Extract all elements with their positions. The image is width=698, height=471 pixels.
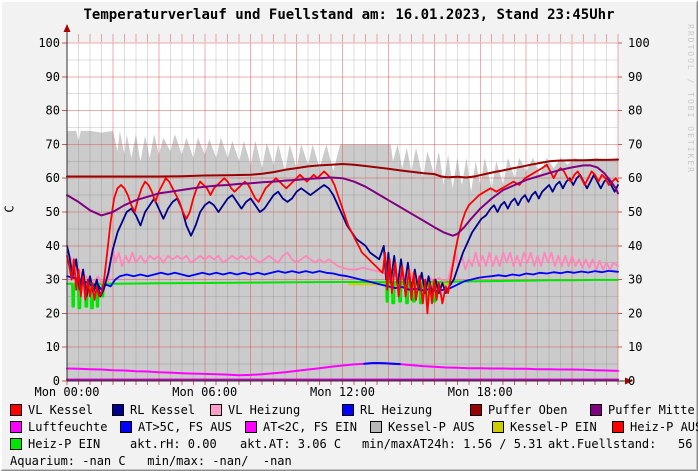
x-axis-arrow xyxy=(625,377,633,385)
y-tick-label-left-100: 100 xyxy=(38,36,60,50)
legend-label: VL Kessel xyxy=(28,403,94,417)
legend-color-swatch xyxy=(492,421,504,433)
y-tick-label-left-50: 50 xyxy=(46,205,60,219)
x-tick-label-1: Mon 06:00 xyxy=(172,385,237,399)
legend-item-luftfeuchte: Luftfeuchte xyxy=(10,420,107,434)
legend-color-swatch xyxy=(245,421,257,433)
y-tick-label-right-40: 40 xyxy=(628,239,642,253)
legend-color-swatch xyxy=(370,421,382,433)
y-tick-label-right-80: 80 xyxy=(628,104,642,118)
legend-label: Heiz-P AUS xyxy=(630,420,698,434)
legend-color-swatch xyxy=(342,404,354,416)
graph-title: Temperaturverlauf und Fuellstand am: 16.… xyxy=(83,7,615,23)
y-tick-label-left-40: 40 xyxy=(46,239,60,253)
y-tick-label-right-0: 0 xyxy=(628,374,635,388)
y-tick-label-left-80: 80 xyxy=(46,104,60,118)
y-tick-label-right-30: 30 xyxy=(628,273,642,287)
legend-item-kessel-p-aus: Kessel-P AUS xyxy=(370,420,475,434)
y-axis-arrow xyxy=(63,24,71,32)
x-tick-label-2: Mon 12:00 xyxy=(310,385,375,399)
legend-item-min-maxat24h: min/maxAT24h: 1.56 / 5.31 xyxy=(362,437,543,451)
y-tick-label-right-70: 70 xyxy=(628,137,642,151)
series-rl-heizung xyxy=(66,269,619,293)
legend-item-rl-kessel: RL Kessel xyxy=(112,403,195,417)
y-tick-label-left-90: 90 xyxy=(46,70,60,84)
legend-item-kessel-p-ein: Kessel-P EIN xyxy=(492,420,597,434)
legend-label: akt.rH: 0.00 xyxy=(130,437,217,451)
y-tick-label-left-20: 20 xyxy=(46,306,60,320)
y-tick-label-left-0: 0 xyxy=(53,374,60,388)
legend-color-swatch xyxy=(10,421,22,433)
legend-item-akt-at: akt.AT: 3.06 C xyxy=(240,437,341,451)
legend-item-at-5c-fs-aus: AT>5C, FS AUS xyxy=(120,420,232,434)
legend-item-heiz-p-aus: Heiz-P AUS xyxy=(612,420,698,434)
legend-color-swatch xyxy=(112,404,124,416)
legend-label: AT>5C, FS AUS xyxy=(138,420,232,434)
series-vl-heizung xyxy=(66,244,619,284)
y-tick-label-right-100: 100 xyxy=(628,36,650,50)
y-tick-label-right-10: 10 xyxy=(628,340,642,354)
y-tick-label-left-10: 10 xyxy=(46,340,60,354)
legend-color-swatch xyxy=(590,404,602,416)
legend-color-swatch xyxy=(120,421,132,433)
legend-item-vl-kessel: VL Kessel xyxy=(10,403,93,417)
legend-item-vl-heizung: VL Heizung xyxy=(210,403,300,417)
y-tick-label-right-50: 50 xyxy=(628,205,642,219)
series-puffer-mitte xyxy=(66,164,619,237)
y-tick-label-right-20: 20 xyxy=(628,306,642,320)
legend-item-akt-rh: akt.rH: 0.00 xyxy=(130,437,217,451)
legend-item-akt-fuellstand: akt.Fuellstand: 56 xyxy=(548,437,693,451)
legend-label: VL Heizung xyxy=(228,403,301,417)
series-puffer-oben xyxy=(66,158,619,179)
x-tick-label-3: Mon 18:00 xyxy=(448,385,513,399)
series-at-5c-fs-aus xyxy=(363,362,401,366)
legend-label: Luftfeuchte xyxy=(28,420,108,434)
series-vl-kessel xyxy=(66,163,619,315)
legend-item-puffer-mitte: Puffer Mitte xyxy=(590,403,695,417)
x-tick-label-0: Mon 00:00 xyxy=(34,385,99,399)
series-at-2c-fs-ein-aussentemperatur xyxy=(66,362,619,377)
legend-label: Puffer Mitte xyxy=(608,403,695,417)
series-rl-kessel xyxy=(66,173,619,298)
y-tick-label-right-60: 60 xyxy=(628,171,642,185)
legend-label: Aquarium: -nan C min/max: -nan/ -nan xyxy=(10,454,292,468)
legend-label: Kessel-P AUS xyxy=(388,420,475,434)
legend-color-swatch xyxy=(10,438,22,450)
y-tick-label-left-70: 70 xyxy=(46,137,60,151)
legend-color-swatch xyxy=(470,404,482,416)
legend-item-at-2c-fs-ein: AT<2C, FS EIN xyxy=(245,420,357,434)
legend-label: Puffer Oben xyxy=(488,403,568,417)
legend-label: akt.AT: 3.06 C xyxy=(240,437,342,451)
y-tick-label-left-30: 30 xyxy=(46,273,60,287)
grid xyxy=(66,42,619,382)
legend-label: RL Heizung xyxy=(360,403,433,417)
legend-color-swatch xyxy=(10,404,22,416)
y-tick-label-right-90: 90 xyxy=(628,70,642,84)
rrdtool-watermark: RRDTOOL / TOBI OETIKER xyxy=(686,24,695,174)
legend-item-puffer-oben: Puffer Oben xyxy=(470,403,567,417)
legend-color-swatch xyxy=(612,421,624,433)
tick-marks xyxy=(62,34,622,385)
legend-label: Kessel-P EIN xyxy=(510,420,597,434)
legend-item-heiz-p-ein: Heiz-P EIN xyxy=(10,437,100,451)
legend-color-swatch xyxy=(210,404,222,416)
legend-item-aquarium: Aquarium: -nan C min/max: -nan/ -nan xyxy=(10,454,292,468)
y-tick-label-left-60: 60 xyxy=(46,171,60,185)
legend-label: akt.Fuellstand: 56 xyxy=(548,437,693,451)
legend-item-rl-heizung: RL Heizung xyxy=(342,403,432,417)
legend-label: RL Kessel xyxy=(130,403,196,417)
legend-label: AT<2C, FS EIN xyxy=(263,420,357,434)
legend-label: min/maxAT24h: 1.56 / 5.31 xyxy=(362,437,543,451)
legend-label: Heiz-P EIN xyxy=(28,437,101,451)
